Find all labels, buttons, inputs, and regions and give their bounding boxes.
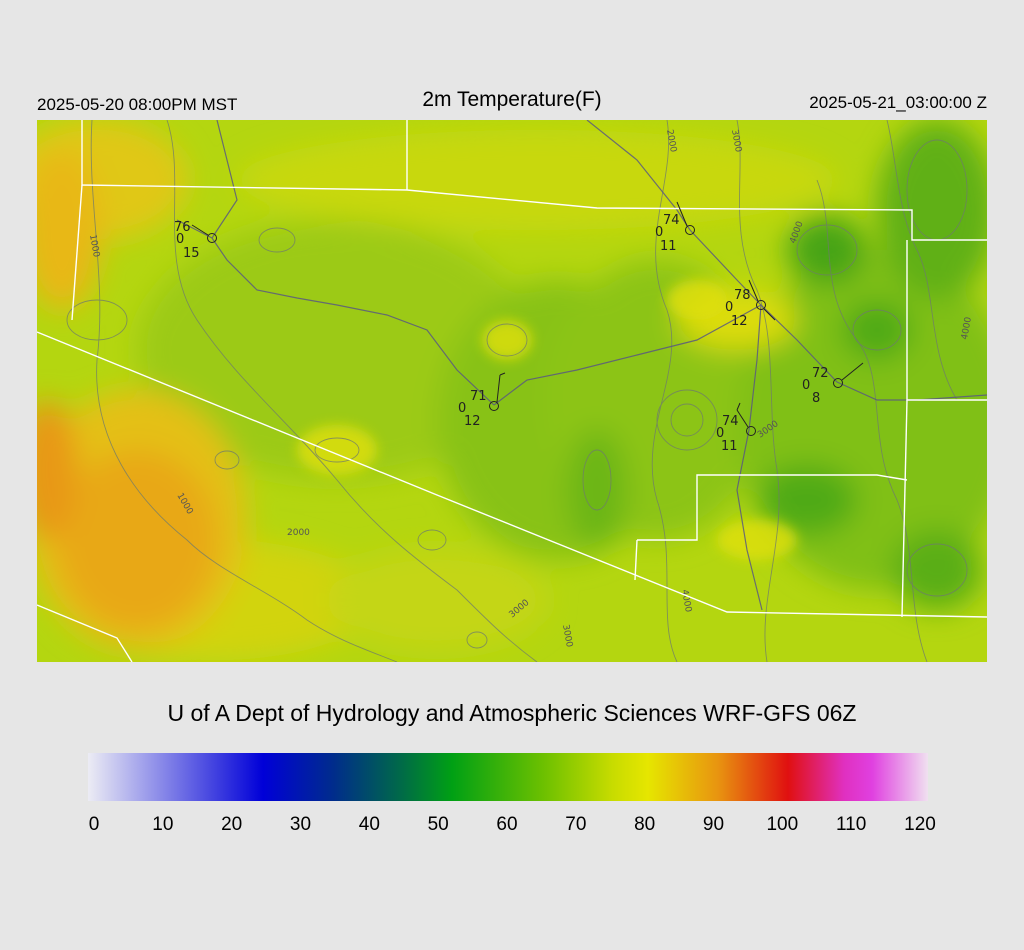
valid-time-local: 2025-05-20 08:00PM MST [37, 95, 238, 114]
roads [176, 120, 987, 611]
contour-label: 3000 [560, 624, 574, 649]
map-title: 2m Temperature(F) [422, 88, 602, 111]
station-plots: 76 0 15 74 0 11 78 0 12 [174, 201, 864, 454]
station-plot: 76 0 15 [174, 220, 217, 261]
boundary-lines [37, 120, 987, 662]
contour-label: 2000 [287, 528, 310, 538]
colorbar-tick-label: 120 [904, 814, 936, 835]
temperature-field-shading [37, 120, 987, 660]
station-dewpoint: 0 [716, 426, 724, 441]
contour-label: 1000 [87, 234, 101, 259]
station-wind: 8 [812, 391, 820, 406]
temperature-map: 1000 2000 3000 4000 1000 2000 3000 3000 … [37, 120, 987, 662]
model-credit: U of A Dept of Hydrology and Atmospheric… [167, 700, 857, 726]
colorbar-tick-label: 20 [221, 814, 243, 835]
station-wind: 11 [660, 239, 677, 254]
station-dewpoint: 0 [725, 300, 733, 315]
contour-label: 3000 [729, 129, 743, 154]
station-dewpoint: 0 [458, 401, 466, 416]
station-dewpoint: 0 [176, 232, 184, 247]
colorbar-tick-label: 0 [88, 814, 100, 835]
temperature-colorbar [88, 753, 928, 801]
station-plot: 78 0 12 [725, 279, 776, 329]
station-dewpoint: 0 [655, 225, 663, 240]
station-temperature: 74 [722, 414, 739, 429]
contour-label: 2000 [664, 129, 678, 154]
elevation-contours [66, 120, 968, 662]
contour-label: 4000 [679, 589, 693, 614]
colorbar-tick-label: 100 [766, 814, 799, 835]
valid-time-utc: 2025-05-21_03:00:00 Z [809, 93, 987, 112]
station-wind: 12 [464, 414, 481, 429]
station-plot: 71 0 12 [458, 372, 506, 429]
colorbar-tick-label: 70 [565, 814, 587, 835]
station-temperature: 76 [174, 220, 191, 235]
station-dewpoint: 0 [802, 378, 810, 393]
colorbar-tick-label: 80 [634, 814, 656, 835]
station-wind: 15 [183, 246, 200, 261]
station-temperature: 72 [812, 366, 829, 381]
station-plot: 74 0 11 [716, 402, 756, 454]
colorbar-tick-label: 90 [702, 814, 725, 835]
station-temperature: 74 [663, 213, 680, 228]
contour-label: 4000 [960, 316, 974, 341]
station-temperature: 78 [734, 288, 751, 303]
station-plot: 72 0 8 [802, 362, 864, 406]
colorbar-tick-label: 50 [427, 814, 449, 835]
station-wind: 12 [731, 314, 748, 329]
station-temperature: 71 [470, 389, 487, 404]
colorbar-tick-label: 110 [836, 814, 867, 835]
colorbar-tick-label: 10 [152, 814, 174, 835]
station-wind: 11 [721, 439, 738, 454]
colorbar-tick-label: 60 [496, 814, 518, 835]
station-plot: 74 0 11 [655, 201, 695, 254]
colorbar-tick-label: 30 [289, 814, 312, 835]
colorbar-tick-label: 40 [358, 814, 380, 835]
